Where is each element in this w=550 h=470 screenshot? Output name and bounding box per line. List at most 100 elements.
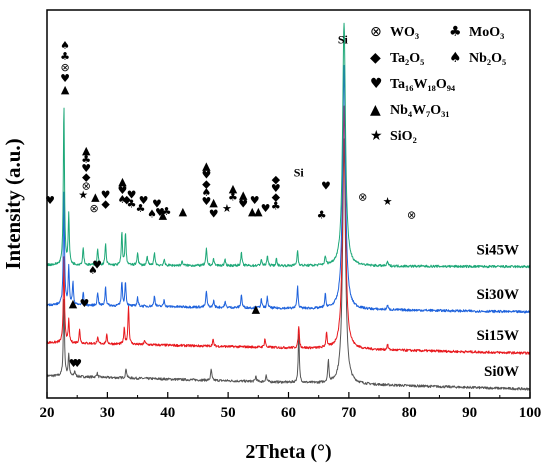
series-line-si0w	[47, 138, 530, 391]
x-tick-label: 80	[402, 405, 417, 421]
phase-marker: ♣	[271, 200, 281, 213]
phase-marker: ▲	[239, 188, 248, 201]
phase-marker: ♥	[101, 188, 111, 201]
legend-entry: ◆ Ta₂O₅	[370, 50, 424, 66]
legend-symbol: ★	[370, 128, 383, 144]
phase-marker: ♥	[72, 357, 82, 370]
legend-symbol: ♠	[449, 50, 462, 66]
phase-marker: ★	[383, 195, 393, 208]
phase-marker: ♠	[147, 207, 157, 220]
phase-marker: ♥	[271, 182, 281, 195]
series-label-si15w: Si15W	[476, 328, 519, 344]
legend-entry: ★ SiO₂	[370, 128, 417, 144]
phase-marker: ♠	[60, 39, 70, 52]
phase-marker: ♥	[321, 180, 331, 193]
phase-marker: ⊗	[89, 202, 98, 215]
phase-marker: ★	[222, 202, 232, 215]
legend-label: Nb₄W₇O₃₁	[390, 103, 450, 118]
phase-marker: ♥	[60, 72, 70, 85]
y-axis-title: Intensity (a.u.)	[1, 138, 25, 269]
phase-marker: ⊗	[82, 180, 91, 193]
phase-marker: ♠	[88, 264, 98, 277]
phase-marker: ▲	[61, 83, 70, 96]
series-line-si30w	[47, 64, 530, 314]
phase-marker: ◆	[202, 177, 211, 190]
phase-marker: ♥	[201, 195, 211, 208]
legend-label: WO₃	[390, 25, 419, 40]
phase-marker: ⊗	[358, 191, 367, 204]
peak-label: Si	[338, 32, 349, 46]
phase-marker: ◆	[272, 191, 281, 204]
phase-marker: ♣	[136, 202, 146, 215]
legend-label: Nb₂O₅	[469, 51, 506, 66]
phase-marker: ▲	[159, 208, 168, 221]
phase-marker: ♥	[69, 357, 79, 370]
x-tick-label: 70	[341, 405, 356, 421]
legend-entry: ⊗ WO₃	[370, 24, 419, 40]
phase-marker: ▲	[209, 196, 218, 209]
phase-marker: ♥	[139, 194, 149, 207]
phase-marker: ♥	[45, 194, 55, 207]
series-labels: Si0W Si15W Si30W Si45W	[476, 242, 519, 379]
legend-symbol: ◆	[370, 50, 381, 66]
phase-marker: ♥	[81, 162, 91, 175]
phase-marker: ▲	[252, 303, 261, 316]
series-label-si0w: Si0W	[484, 364, 519, 380]
x-tick-label: 90	[462, 405, 477, 421]
phase-marker: ▲	[69, 297, 78, 310]
phase-marker: ◆	[272, 173, 281, 186]
legend-entry: ♠ Nb₂O₅	[449, 50, 506, 66]
phase-marker: ♣	[228, 191, 238, 204]
phase-marker: ♣	[317, 208, 327, 221]
series-label-si30w: Si30W	[476, 287, 519, 303]
phase-marker: ★	[78, 188, 88, 201]
phase-marker: ▲	[179, 205, 188, 218]
legend-symbol: ⊗	[370, 24, 382, 40]
x-tick-label: 50	[221, 405, 236, 421]
phase-marker: ♥	[79, 297, 89, 310]
x-tick-label: 100	[519, 405, 542, 421]
phase-marker: ⊗	[61, 61, 70, 74]
x-tick-label: 30	[100, 405, 115, 421]
phase-marker: ◆	[101, 197, 110, 210]
phase-marker: ♣	[60, 50, 70, 63]
legend-symbol: ▲	[370, 102, 381, 118]
x-tick-label: 20	[40, 405, 55, 421]
legend-label: SiO₂	[390, 129, 417, 144]
phase-marker: ♥	[155, 206, 165, 219]
legend-symbol: ♥	[370, 76, 383, 92]
phase-marker: ▲	[91, 191, 100, 204]
phase-marker: ◆	[122, 193, 131, 206]
phase-marker: ♣	[127, 197, 137, 210]
phase-marker: ♥	[250, 194, 260, 207]
legend-label: MoO₃	[469, 25, 504, 40]
phase-marker: ♣	[81, 153, 91, 166]
phase-marker: ♥	[152, 197, 162, 210]
peak-label: Si	[294, 165, 305, 179]
phase-marker: ♥	[209, 207, 219, 220]
series-layer	[47, 22, 530, 391]
series-label-si45w: Si45W	[476, 242, 519, 258]
phase-marker: ♥	[261, 202, 271, 215]
phase-marker: ♠	[201, 186, 211, 199]
phase-marker: ♣	[162, 205, 172, 218]
phase-marker: ◆	[82, 171, 91, 184]
phase-marker: ▲	[118, 175, 127, 188]
phase-marker: ▲	[254, 205, 263, 218]
legend: ⊗ WO₃ ♣ MoO₃ ◆ Ta₂O₅ ♠ Nb₂O₅ ♥ Ta₁₆W₁₈O₉₄ ▲ Nb₄W₇O₃…	[370, 24, 506, 144]
legend-label: Ta₁₆W₁₈O₉₄	[390, 77, 456, 92]
phase-marker: ♥	[201, 169, 211, 182]
phase-marker: ▲	[202, 160, 211, 173]
phase-marker: ▲	[229, 182, 238, 195]
phase-marker: ♥	[118, 184, 128, 197]
phase-marker: ♠	[118, 193, 128, 206]
phase-marker: ▲	[82, 144, 91, 157]
series-line-si45w	[47, 22, 530, 269]
legend-entry: ♥ Ta₁₆W₁₈O₉₄	[370, 76, 456, 92]
phase-marker: ▲	[248, 205, 257, 218]
legend-label: Ta₂O₅	[390, 51, 424, 66]
x-axis-title: 2Theta (°)	[245, 441, 331, 463]
